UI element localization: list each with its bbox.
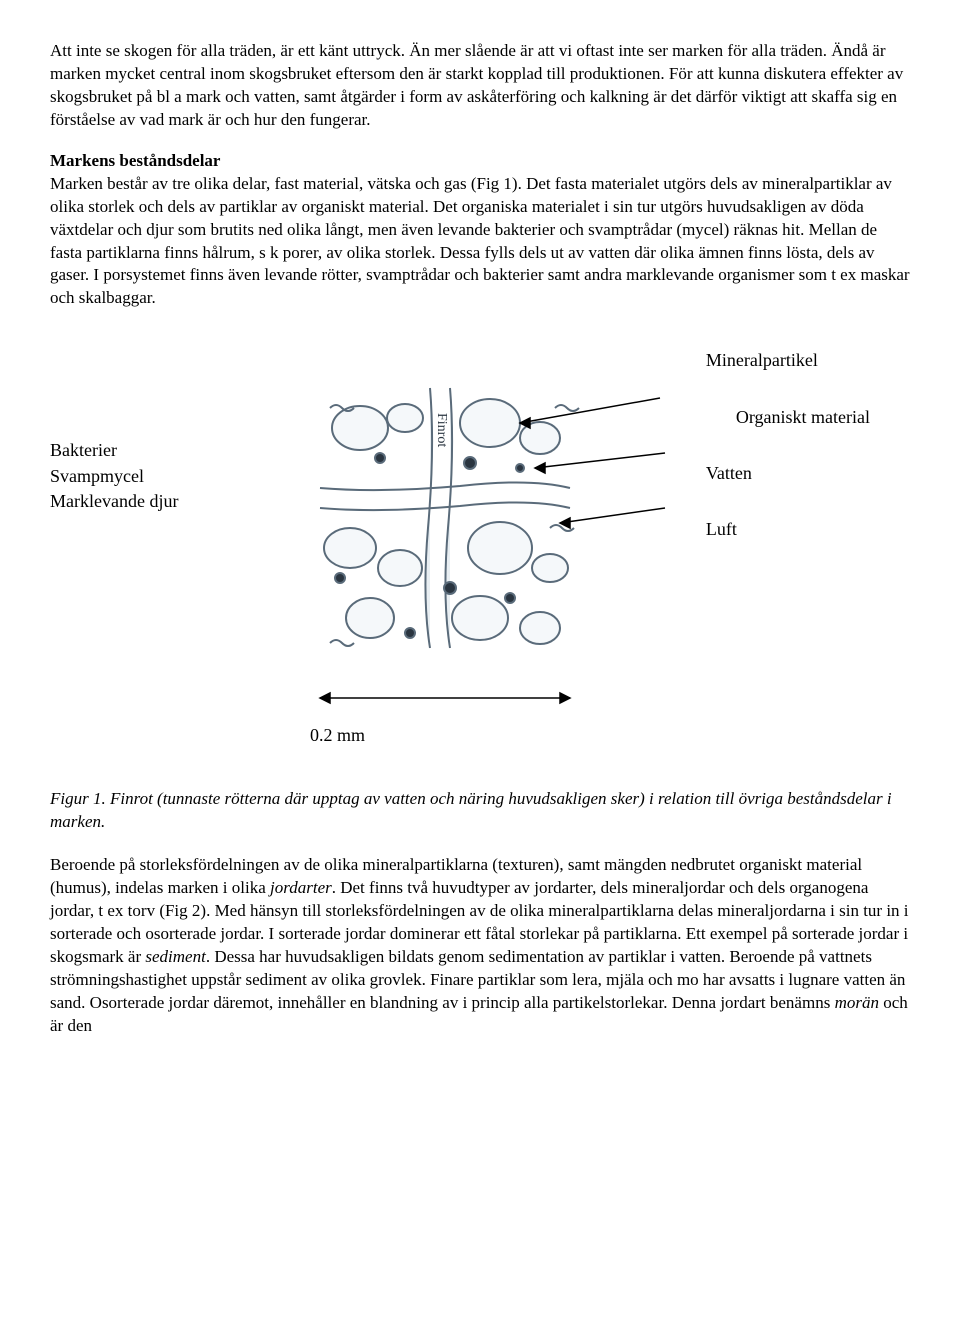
scale-label: 0.2 mm bbox=[310, 723, 365, 747]
soil-diagram: Finrot bbox=[300, 368, 700, 748]
label-bakterier: Bakterier bbox=[50, 438, 178, 463]
label-svampmycel: Svampmycel bbox=[50, 464, 178, 489]
label-luft: Luft bbox=[706, 517, 870, 541]
label-mineralpartikel: Mineralpartikel bbox=[706, 348, 870, 372]
paragraph-intro: Att inte se skogen för alla träden, är e… bbox=[50, 40, 910, 132]
figure-left-labels: Bakterier Svampmycel Marklevande djur bbox=[50, 438, 178, 514]
svg-text:Finrot: Finrot bbox=[434, 413, 449, 447]
figure-caption: Figur 1. Finrot (tunnaste rötterna där u… bbox=[50, 788, 910, 834]
label-marklevande-djur: Marklevande djur bbox=[50, 489, 178, 514]
figure-right-labels: Mineralpartikel Organiskt material Vatte… bbox=[706, 348, 870, 573]
p3-i2: sediment bbox=[145, 947, 205, 966]
label-vatten: Vatten bbox=[706, 461, 870, 485]
paragraph-components: Markens beståndsdelar Marken består av t… bbox=[50, 150, 910, 311]
figure-1: Bakterier Svampmycel Marklevande djur Mi… bbox=[50, 328, 910, 768]
p3-i1: jordarter bbox=[270, 878, 332, 897]
paragraph-jordarter: Beroende på storleksfördelningen av de o… bbox=[50, 854, 910, 1038]
label-organiskt: Organiskt material bbox=[736, 405, 870, 429]
p3-i3: morän bbox=[835, 993, 879, 1012]
paragraph-components-text: Marken består av tre olika delar, fast m… bbox=[50, 174, 910, 308]
section-title: Markens beståndsdelar bbox=[50, 151, 220, 170]
